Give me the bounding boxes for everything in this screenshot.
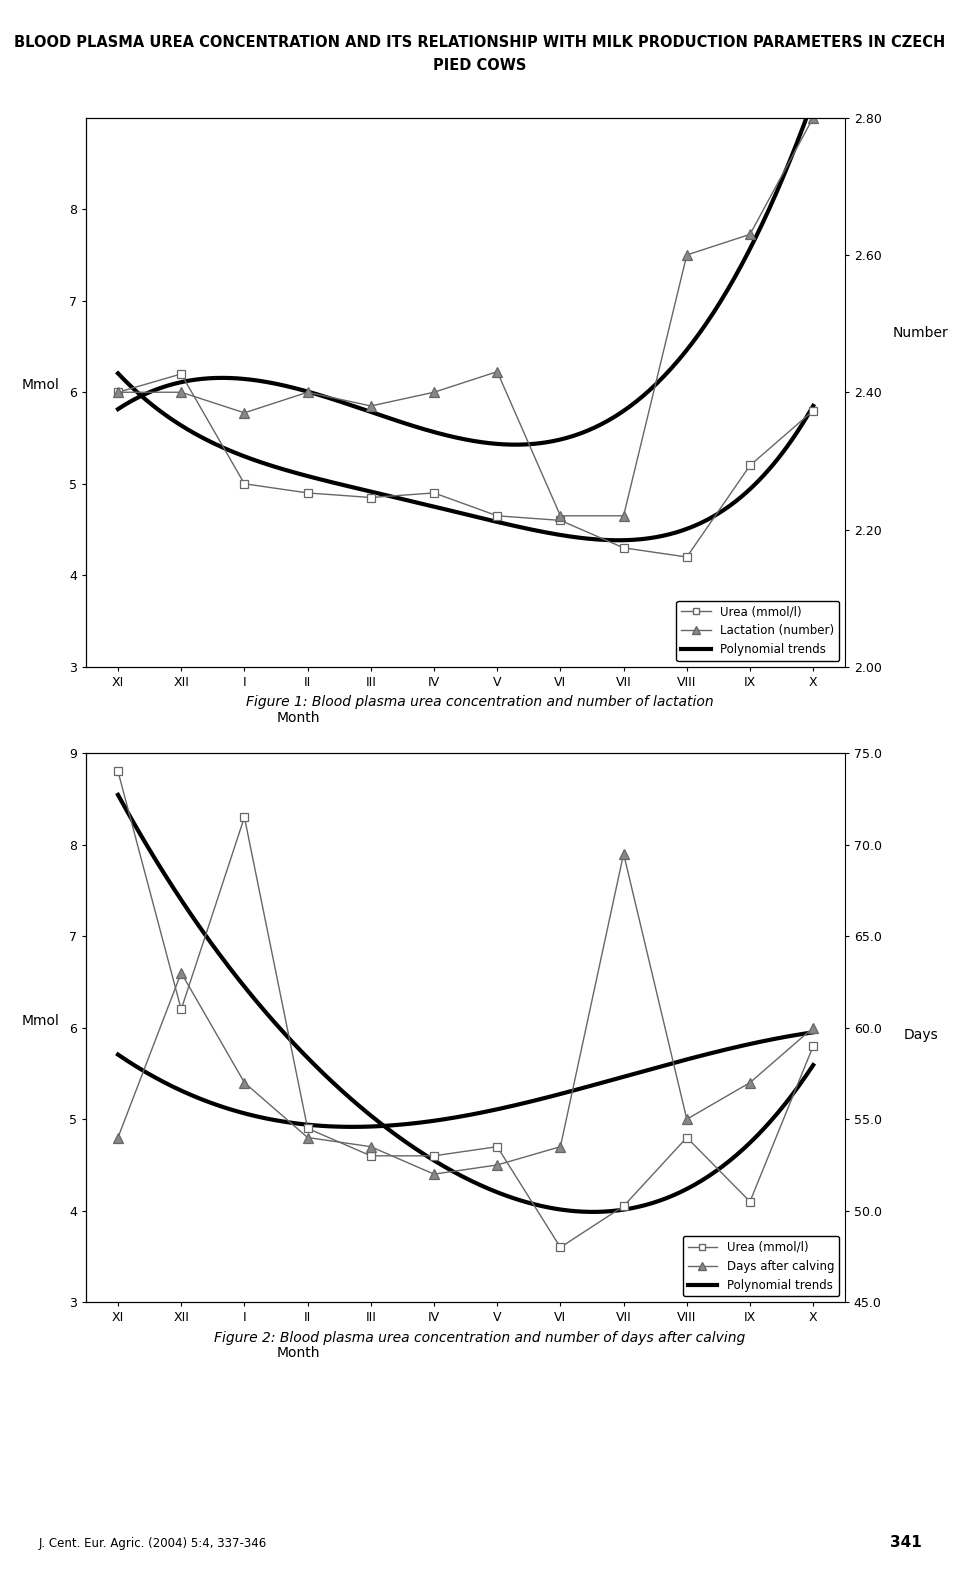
Y-axis label: Number: Number — [893, 326, 948, 340]
Legend: Urea (mmol/l), Lactation (number), Polynomial trends: Urea (mmol/l), Lactation (number), Polyn… — [677, 601, 839, 661]
Y-axis label: Mmol: Mmol — [22, 1014, 60, 1028]
Y-axis label: Days: Days — [903, 1028, 938, 1042]
Text: PIED COWS: PIED COWS — [433, 58, 527, 74]
Text: BLOOD PLASMA UREA CONCENTRATION AND ITS RELATIONSHIP WITH MILK PRODUCTION PARAME: BLOOD PLASMA UREA CONCENTRATION AND ITS … — [14, 35, 946, 50]
Y-axis label: Mmol: Mmol — [22, 378, 60, 392]
X-axis label: Month: Month — [277, 1346, 321, 1360]
Text: J. Cent. Eur. Agric. (2004) 5:4, 337-346: J. Cent. Eur. Agric. (2004) 5:4, 337-346 — [38, 1538, 267, 1550]
Text: Figure 2: Blood plasma urea concentration and number of days after calving: Figure 2: Blood plasma urea concentratio… — [214, 1331, 746, 1345]
X-axis label: Month: Month — [277, 711, 321, 725]
Text: Figure 1: Blood plasma urea concentration and number of lactation: Figure 1: Blood plasma urea concentratio… — [246, 695, 714, 709]
Text: 341: 341 — [890, 1534, 922, 1550]
Legend: Urea (mmol/l), Days after calving, Polynomial trends: Urea (mmol/l), Days after calving, Polyn… — [683, 1236, 839, 1296]
